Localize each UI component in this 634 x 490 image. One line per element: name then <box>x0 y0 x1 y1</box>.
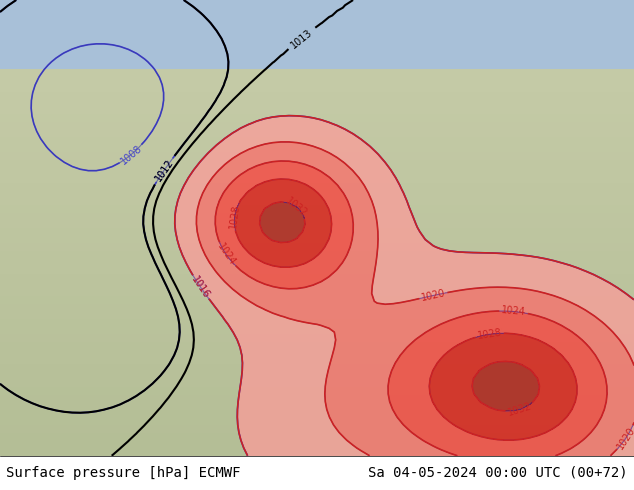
Text: 1024: 1024 <box>501 305 526 318</box>
Text: Surface pressure [hPa] ECMWF: Surface pressure [hPa] ECMWF <box>6 466 241 480</box>
Text: 1013: 1013 <box>289 27 314 50</box>
Text: 1032: 1032 <box>507 401 533 418</box>
Text: 1012: 1012 <box>153 157 176 183</box>
Text: 1016: 1016 <box>190 274 212 300</box>
Text: 1028: 1028 <box>228 203 242 229</box>
Text: 1016: 1016 <box>190 274 212 300</box>
Text: 1008: 1008 <box>119 143 144 166</box>
Text: Sa 04-05-2024 00:00 UTC (00+72): Sa 04-05-2024 00:00 UTC (00+72) <box>368 466 628 480</box>
Text: 1020: 1020 <box>420 288 446 303</box>
Text: 1024: 1024 <box>216 242 237 268</box>
Text: 1020: 1020 <box>615 425 634 451</box>
Text: 1032: 1032 <box>284 196 309 219</box>
Text: 1012: 1012 <box>153 157 176 183</box>
Text: 1028: 1028 <box>477 327 503 341</box>
